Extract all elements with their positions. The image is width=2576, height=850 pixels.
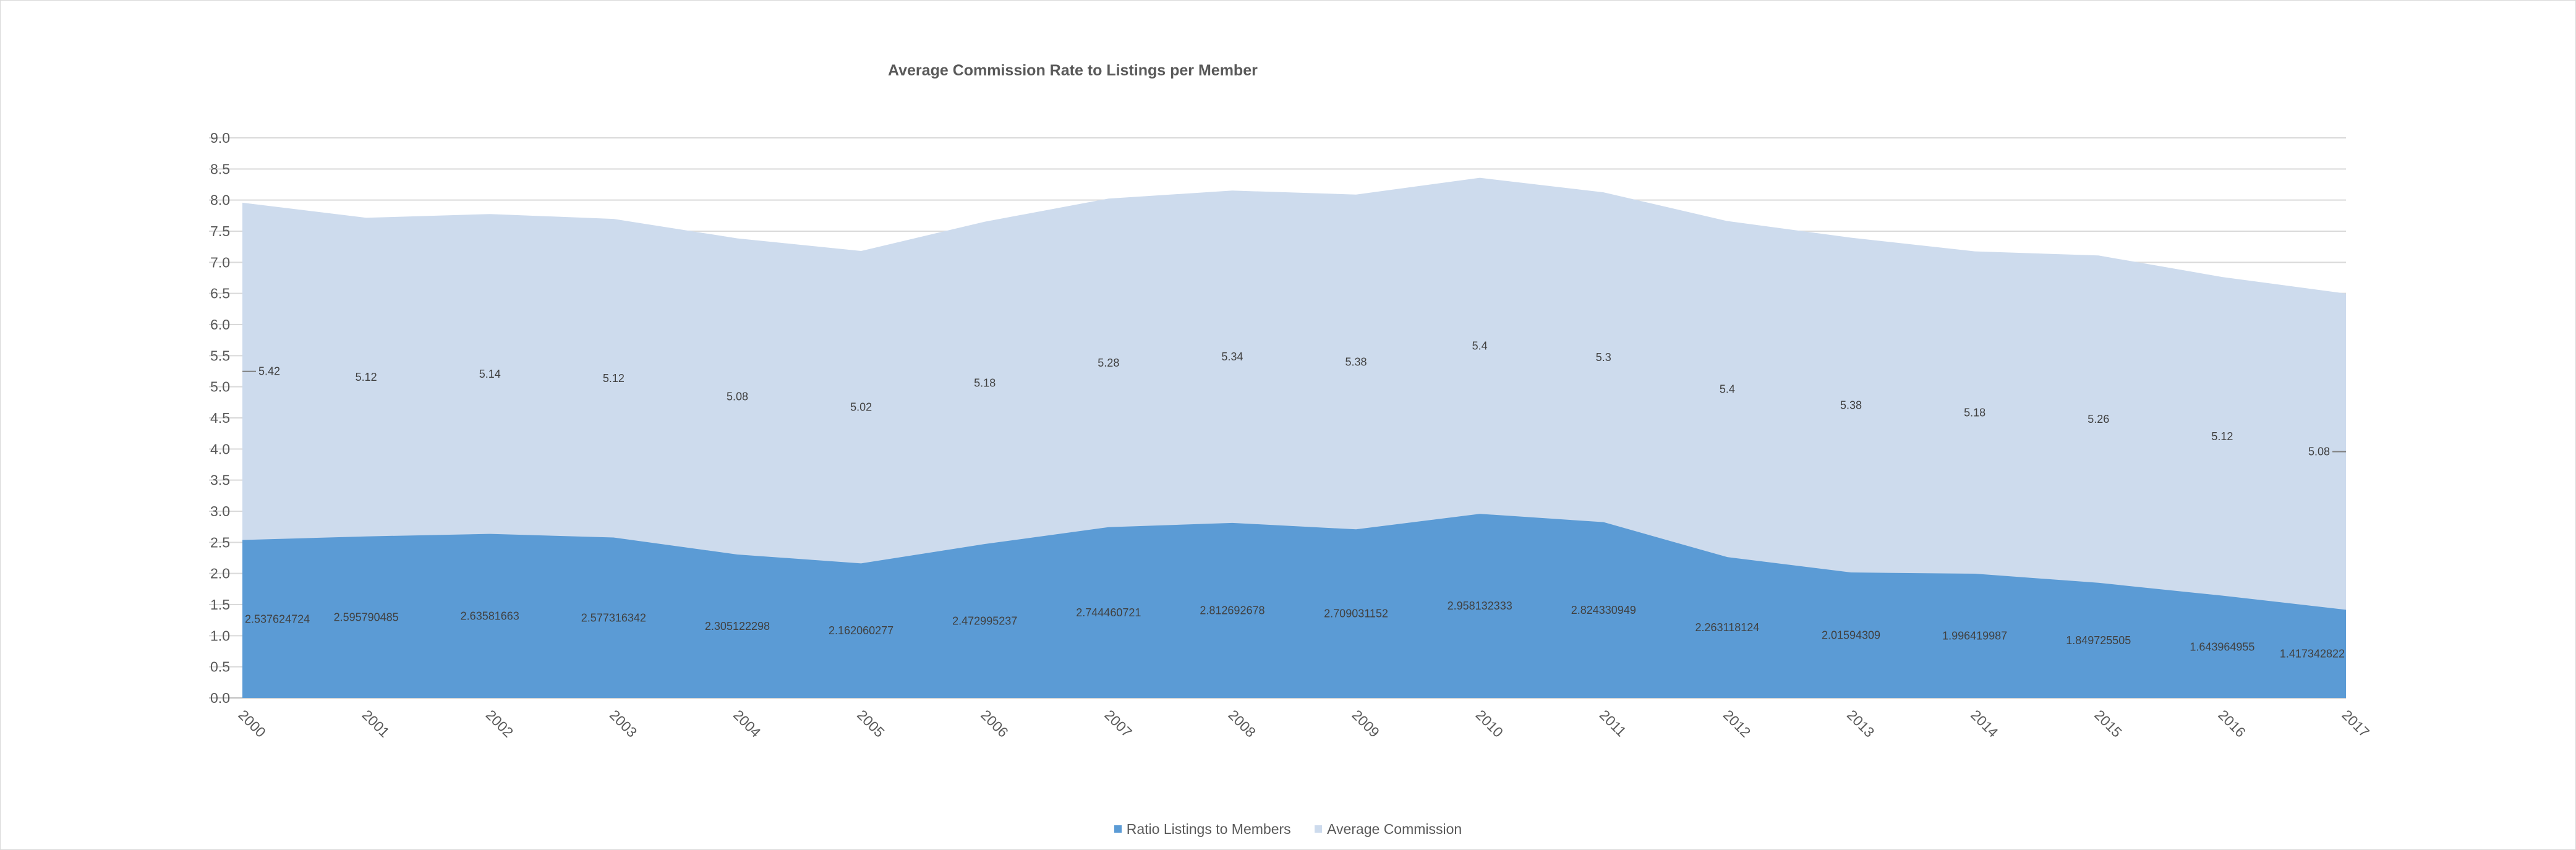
data-label-ratio: 2.577316342 — [581, 611, 646, 624]
x-tick-label: 2014 — [1968, 707, 2002, 741]
data-label-commission: 5.28 — [1098, 357, 1119, 369]
x-tick-label: 2001 — [359, 707, 393, 741]
data-label-ratio: 2.472995237 — [952, 615, 1017, 627]
y-tick-label: 2.5 — [210, 534, 230, 550]
data-label-commission: 5.08 — [2308, 446, 2330, 458]
data-label-commission: 5.12 — [603, 372, 625, 385]
data-label-commission: 5.02 — [850, 401, 872, 414]
legend-item-ratio: Ratio Listings to Members — [1114, 821, 1291, 838]
x-tick-label: 2000 — [235, 707, 269, 741]
data-label-ratio: 2.958132333 — [1448, 600, 1512, 612]
x-tick-label: 2012 — [1720, 707, 1754, 741]
data-label-commission: 5.34 — [1221, 351, 1243, 363]
data-label-ratio: 2.824330949 — [1571, 604, 1636, 616]
x-tick-label: 2017 — [2339, 707, 2373, 741]
data-label-ratio: 2.709031152 — [1324, 608, 1388, 620]
data-label-commission: 5.12 — [2211, 430, 2233, 443]
x-tick-label: 2004 — [730, 707, 764, 741]
y-tick-label: 3.0 — [210, 503, 230, 519]
y-tick-label: 6.5 — [210, 286, 230, 302]
data-label-commission: 5.08 — [727, 390, 748, 402]
series-areas — [242, 177, 2346, 698]
y-tick-label: 8.5 — [210, 161, 230, 177]
data-label-commission: 5.26 — [2088, 413, 2109, 425]
x-tick-label: 2015 — [2091, 707, 2125, 741]
y-tick-label: 5.0 — [210, 379, 230, 395]
x-tick-label: 2007 — [1101, 707, 1135, 741]
y-tick-label: 6.0 — [210, 317, 230, 333]
data-label-commission: 5.14 — [479, 368, 501, 380]
legend-swatch-ratio — [1114, 825, 1122, 833]
leader-lines — [242, 370, 2346, 453]
data-label-ratio: 1.996419987 — [1942, 630, 2007, 642]
legend-label-ratio: Ratio Listings to Members — [1126, 820, 1291, 837]
y-tick-label: 4.0 — [210, 441, 230, 457]
data-label-commission: 5.42 — [258, 365, 280, 378]
data-label-ratio: 2.812692678 — [1200, 604, 1265, 616]
x-tick-label: 2010 — [1473, 707, 1507, 741]
x-tick-label: 2009 — [1349, 707, 1383, 741]
data-label-ratio: 2.305122298 — [705, 620, 770, 632]
x-tick-label: 2008 — [1225, 707, 1259, 741]
y-tick-label: 9.0 — [210, 130, 230, 146]
x-tick-label: 2016 — [2215, 707, 2249, 741]
x-axis: 2000 2001 2002 2003 2004 2005 2006 2007 2008 2009… — [235, 707, 2373, 741]
data-label-ratio: 1.849725505 — [2066, 634, 2131, 647]
data-label-commission: 5.18 — [974, 376, 996, 389]
legend-swatch-commission — [1315, 825, 1323, 833]
y-axis: 0.0 0.5 1.0 1.5 2.0 2.5 3.0 3.5 4.0 4.5 5.0 5.5 6.0 6… — [210, 130, 230, 706]
y-tick-label: 0.5 — [210, 659, 230, 675]
data-label-ratio: 2.537624724 — [245, 613, 310, 625]
legend-item-commission: Average Commission — [1315, 821, 1462, 838]
data-labels: 2.537624724 2.595790485 2.63581663 2.577316… — [245, 339, 2345, 660]
y-tick-label: 0.0 — [210, 690, 230, 706]
x-tick-label: 2006 — [978, 707, 1012, 741]
x-tick-label: 2011 — [1597, 707, 1629, 739]
y-tick-label: 5.5 — [210, 347, 230, 363]
y-tick-label: 1.5 — [210, 597, 230, 613]
x-tick-label: 2013 — [1844, 707, 1878, 741]
y-tick-label: 2.0 — [210, 566, 230, 582]
data-label-ratio: 2.744460721 — [1076, 606, 1141, 619]
data-label-commission: 5.38 — [1840, 399, 1862, 411]
data-label-commission: 5.12 — [356, 371, 377, 383]
data-label-commission: 5.18 — [1964, 406, 1985, 419]
legend: Ratio Listings to Members Average Commis… — [0, 820, 2576, 838]
data-label-commission: 5.38 — [1346, 355, 1367, 368]
legend-label-commission: Average Commission — [1327, 820, 1462, 837]
data-label-ratio: 2.01594309 — [1822, 629, 1880, 642]
data-label-ratio: 2.63581663 — [461, 610, 519, 622]
data-label-ratio: 2.595790485 — [334, 611, 399, 623]
data-label-commission: 5.4 — [1720, 383, 1735, 395]
data-label-commission: 5.4 — [1472, 339, 1488, 352]
y-tick-label: 4.5 — [210, 410, 230, 426]
data-label-commission: 5.3 — [1596, 351, 1611, 363]
chart-title: Average Commission Rate to Listings per … — [888, 62, 1258, 79]
y-tick-label: 7.5 — [210, 223, 230, 239]
x-tick-label: 2003 — [607, 707, 641, 741]
data-label-ratio: 2.162060277 — [829, 624, 893, 637]
x-tick-label: 2002 — [483, 707, 517, 741]
data-label-ratio: 1.417342822 — [2280, 648, 2345, 660]
x-tick-label: 2005 — [854, 707, 888, 741]
data-label-ratio: 2.263118124 — [1695, 621, 1760, 634]
y-tick-label: 1.0 — [210, 627, 230, 644]
y-tick-label: 3.5 — [210, 472, 230, 488]
area-ratio-listings-to-members — [242, 514, 2346, 698]
data-label-ratio: 1.643964955 — [2190, 640, 2254, 653]
y-tick-label: 7.0 — [210, 254, 230, 270]
y-tick-label: 8.0 — [210, 192, 230, 208]
